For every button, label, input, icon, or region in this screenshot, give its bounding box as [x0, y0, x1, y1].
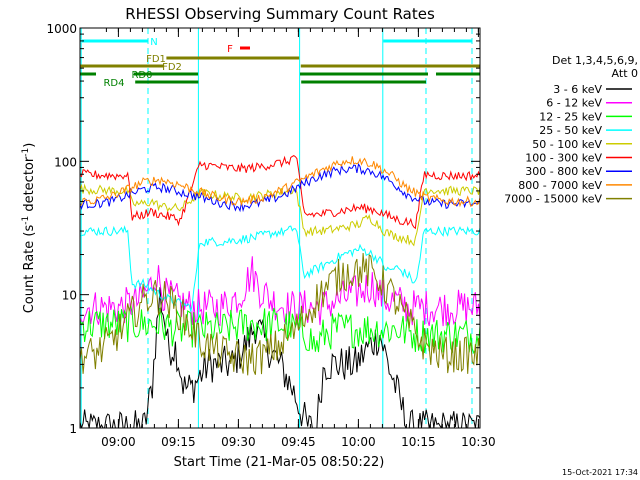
chart-title: RHESSI Observing Summary Count Rates: [125, 5, 435, 23]
x-tick-label: 09:15: [161, 435, 196, 449]
y-tick-label: 1: [69, 422, 77, 436]
vertical-markers: [80, 28, 473, 428]
series-line-3: [80, 225, 480, 312]
flag-label-2: FD1: [146, 54, 166, 65]
legend-label-8: 7000 - 15000 keV: [504, 193, 602, 206]
y-tick-label: 1000: [46, 22, 77, 36]
x-tick-label: 09:00: [101, 435, 136, 449]
legend-label-7: 800 - 7000 keV: [518, 179, 602, 192]
y-axis-label: Count Rate (s-1 detector-1): [21, 143, 37, 314]
legend-label-3: 25 - 50 keV: [539, 124, 602, 137]
series-line-4: [80, 183, 480, 247]
flag-label-3: FD2: [162, 62, 182, 73]
series-line-5: [80, 155, 480, 230]
y-tick-label: 10: [62, 289, 77, 303]
series-line-1: [80, 256, 480, 327]
flag-label-1: F: [227, 44, 233, 55]
y-axis: 1 10 100 1000: [46, 22, 480, 436]
series-group: [80, 155, 480, 428]
series-line-8: [80, 252, 480, 376]
legend-label-1: 6 - 12 keV: [546, 97, 602, 110]
x-tick-label: 10:30: [461, 435, 496, 449]
x-tick-label: 09:45: [281, 435, 316, 449]
flag-label-4: RD0: [131, 70, 152, 81]
series-line-6: [80, 162, 480, 213]
plot-frame: [79, 27, 481, 429]
series-line-0: [80, 287, 480, 428]
legend-label-6: 300 - 800 keV: [525, 165, 602, 178]
x-axis: 09:00 09:15 09:30 09:45 10:00 10:15 10:30: [101, 28, 496, 449]
legend-label-4: 50 - 100 keV: [532, 138, 602, 151]
series-line-7: [80, 156, 480, 208]
flag-label-0: N: [150, 37, 157, 48]
legend-header: Det 1,3,4,5,6,9,: [552, 54, 638, 67]
x-tick-label: 10:00: [341, 435, 376, 449]
footer-timestamp: 15-Oct-2021 17:34: [562, 468, 638, 477]
series-line-2: [80, 303, 480, 355]
legend-label-2: 12 - 25 keV: [539, 110, 602, 123]
y-tick-label: 100: [54, 155, 77, 169]
x-tick-label: 09:30: [221, 435, 256, 449]
legend-label-5: 100 - 300 keV: [525, 152, 602, 165]
legend-label-0: 3 - 6 keV: [553, 83, 602, 96]
flag-label-5: RD4: [103, 78, 124, 89]
x-axis-label: Start Time (21-Mar-05 08:50:22): [174, 455, 385, 470]
legend-subheader: Att 0: [612, 67, 638, 80]
x-tick-label: 10:15: [401, 435, 436, 449]
